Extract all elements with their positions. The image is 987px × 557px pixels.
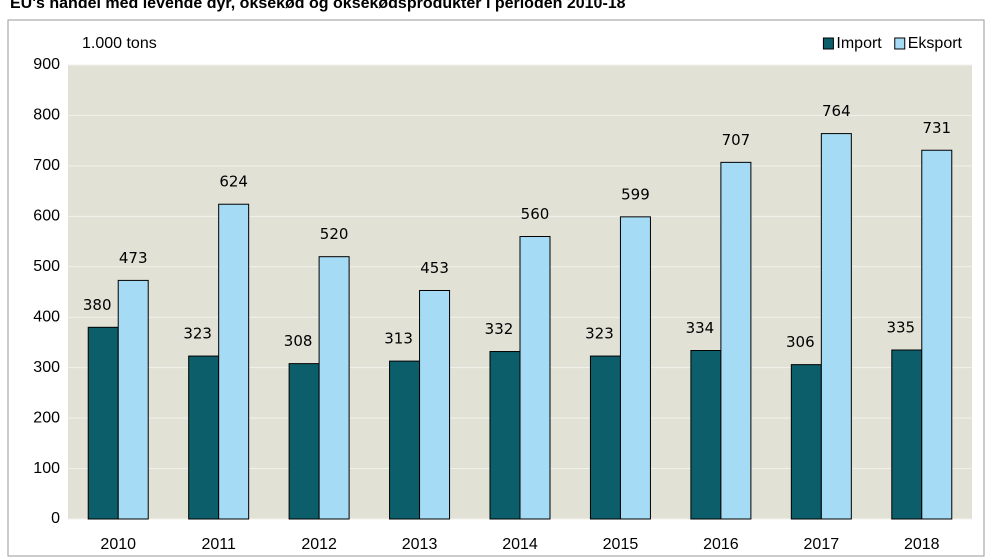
x-tick-label: 2012 (301, 536, 337, 553)
value-label: 560 (521, 205, 550, 223)
chart-title: EU's handel med levende dyr, oksekød og … (10, 0, 626, 12)
bar (489, 351, 521, 520)
x-tick-label: 2013 (402, 536, 438, 553)
y-tick-label: 400 (33, 308, 60, 325)
y-tick-label: 600 (33, 208, 60, 225)
x-tick-label: 2014 (502, 536, 538, 553)
y-tick-label: 900 (33, 56, 60, 73)
value-label: 624 (219, 173, 248, 191)
value-label: 731 (922, 119, 951, 137)
y-tick-label: 100 (33, 460, 60, 477)
x-tick-label: 2011 (201, 536, 236, 553)
value-label: 473 (119, 249, 148, 267)
value-label: 380 (83, 296, 112, 314)
bar (117, 279, 149, 520)
legend-label: Import (836, 35, 882, 52)
y-tick-label: 800 (33, 107, 60, 124)
legend-label: Eksport (908, 35, 963, 52)
bar (419, 289, 451, 520)
value-label: 453 (420, 259, 449, 277)
bar (720, 161, 752, 520)
value-label: 332 (485, 320, 514, 338)
bar (218, 203, 250, 520)
bar (519, 236, 551, 520)
bar (619, 216, 651, 520)
legend-swatch (822, 37, 834, 50)
value-label: 306 (786, 333, 815, 351)
y-tick-label: 500 (33, 258, 60, 275)
bar (589, 355, 621, 520)
value-label: 520 (320, 225, 349, 243)
x-tick-label: 2015 (603, 536, 639, 553)
x-tick-label: 2018 (904, 536, 940, 553)
bar (690, 350, 722, 520)
value-label: 323 (585, 325, 614, 343)
bar (891, 349, 923, 520)
y-tick-label: 700 (33, 157, 60, 174)
bar (318, 256, 350, 520)
bar (921, 149, 953, 520)
bar (87, 326, 119, 520)
value-label: 323 (183, 325, 212, 343)
y-tick-label: 0 (51, 510, 60, 527)
x-tick-label: 2016 (703, 536, 739, 553)
value-label: 335 (886, 319, 915, 337)
y-tick-label: 300 (33, 359, 60, 376)
value-label: 334 (686, 319, 715, 337)
x-tick-label: 2017 (804, 536, 840, 553)
value-label: 764 (822, 102, 851, 120)
value-label: 599 (621, 185, 650, 203)
bar (790, 364, 822, 520)
y-tick-label: 200 (33, 409, 60, 426)
bar (820, 133, 852, 520)
value-label: 308 (284, 332, 313, 350)
value-label: 313 (384, 330, 413, 348)
bar (389, 360, 421, 520)
y-axis-label: 1.000 tons (82, 35, 157, 52)
bar (288, 363, 320, 520)
bar (188, 355, 220, 520)
x-tick-label: 2010 (100, 536, 136, 553)
value-label: 707 (722, 131, 751, 149)
legend-swatch (894, 37, 906, 50)
